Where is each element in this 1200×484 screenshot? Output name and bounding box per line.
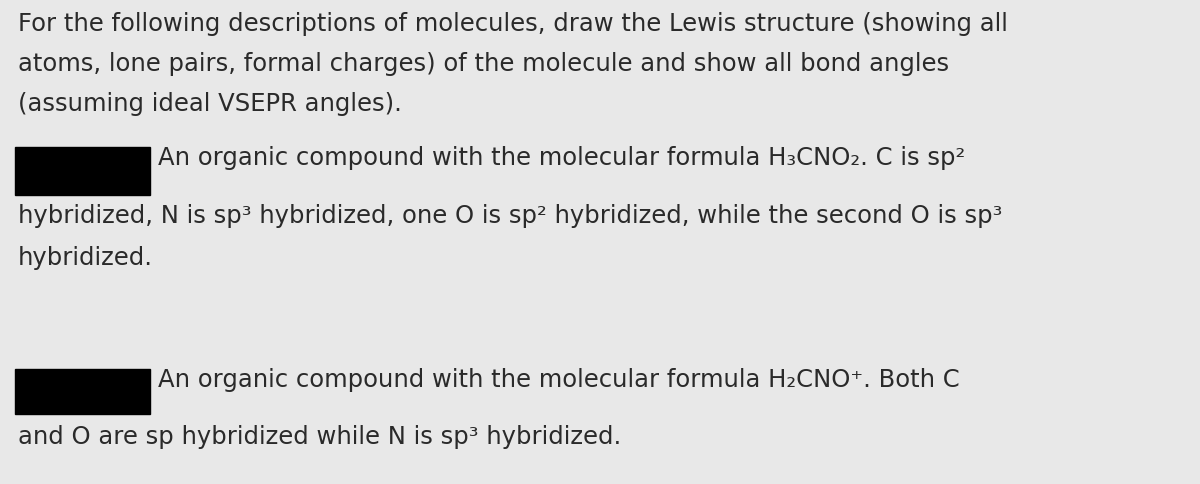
Text: and O are sp hybridized while N is sp³ hybridized.: and O are sp hybridized while N is sp³ h… [18, 424, 622, 448]
Text: An organic compound with the molecular formula H₂CNO⁺. Both C: An organic compound with the molecular f… [158, 367, 960, 391]
Bar [14, 148, 150, 196]
Bar [14, 369, 150, 414]
Text: For the following descriptions of molecules, draw the Lewis structure (showing a: For the following descriptions of molecu… [18, 12, 1008, 36]
Text: hybridized, N is sp³ hybridized, one O is sp² hybridized, while the second O is : hybridized, N is sp³ hybridized, one O i… [18, 204, 1002, 227]
Text: An organic compound with the molecular formula H₃CNO₂. C is sp²: An organic compound with the molecular f… [158, 146, 965, 170]
Text: (assuming ideal VSEPR angles).: (assuming ideal VSEPR angles). [18, 92, 402, 116]
Text: atoms, lone pairs, formal charges) of the molecule and show all bond angles: atoms, lone pairs, formal charges) of th… [18, 52, 949, 76]
Text: hybridized.: hybridized. [18, 245, 154, 270]
